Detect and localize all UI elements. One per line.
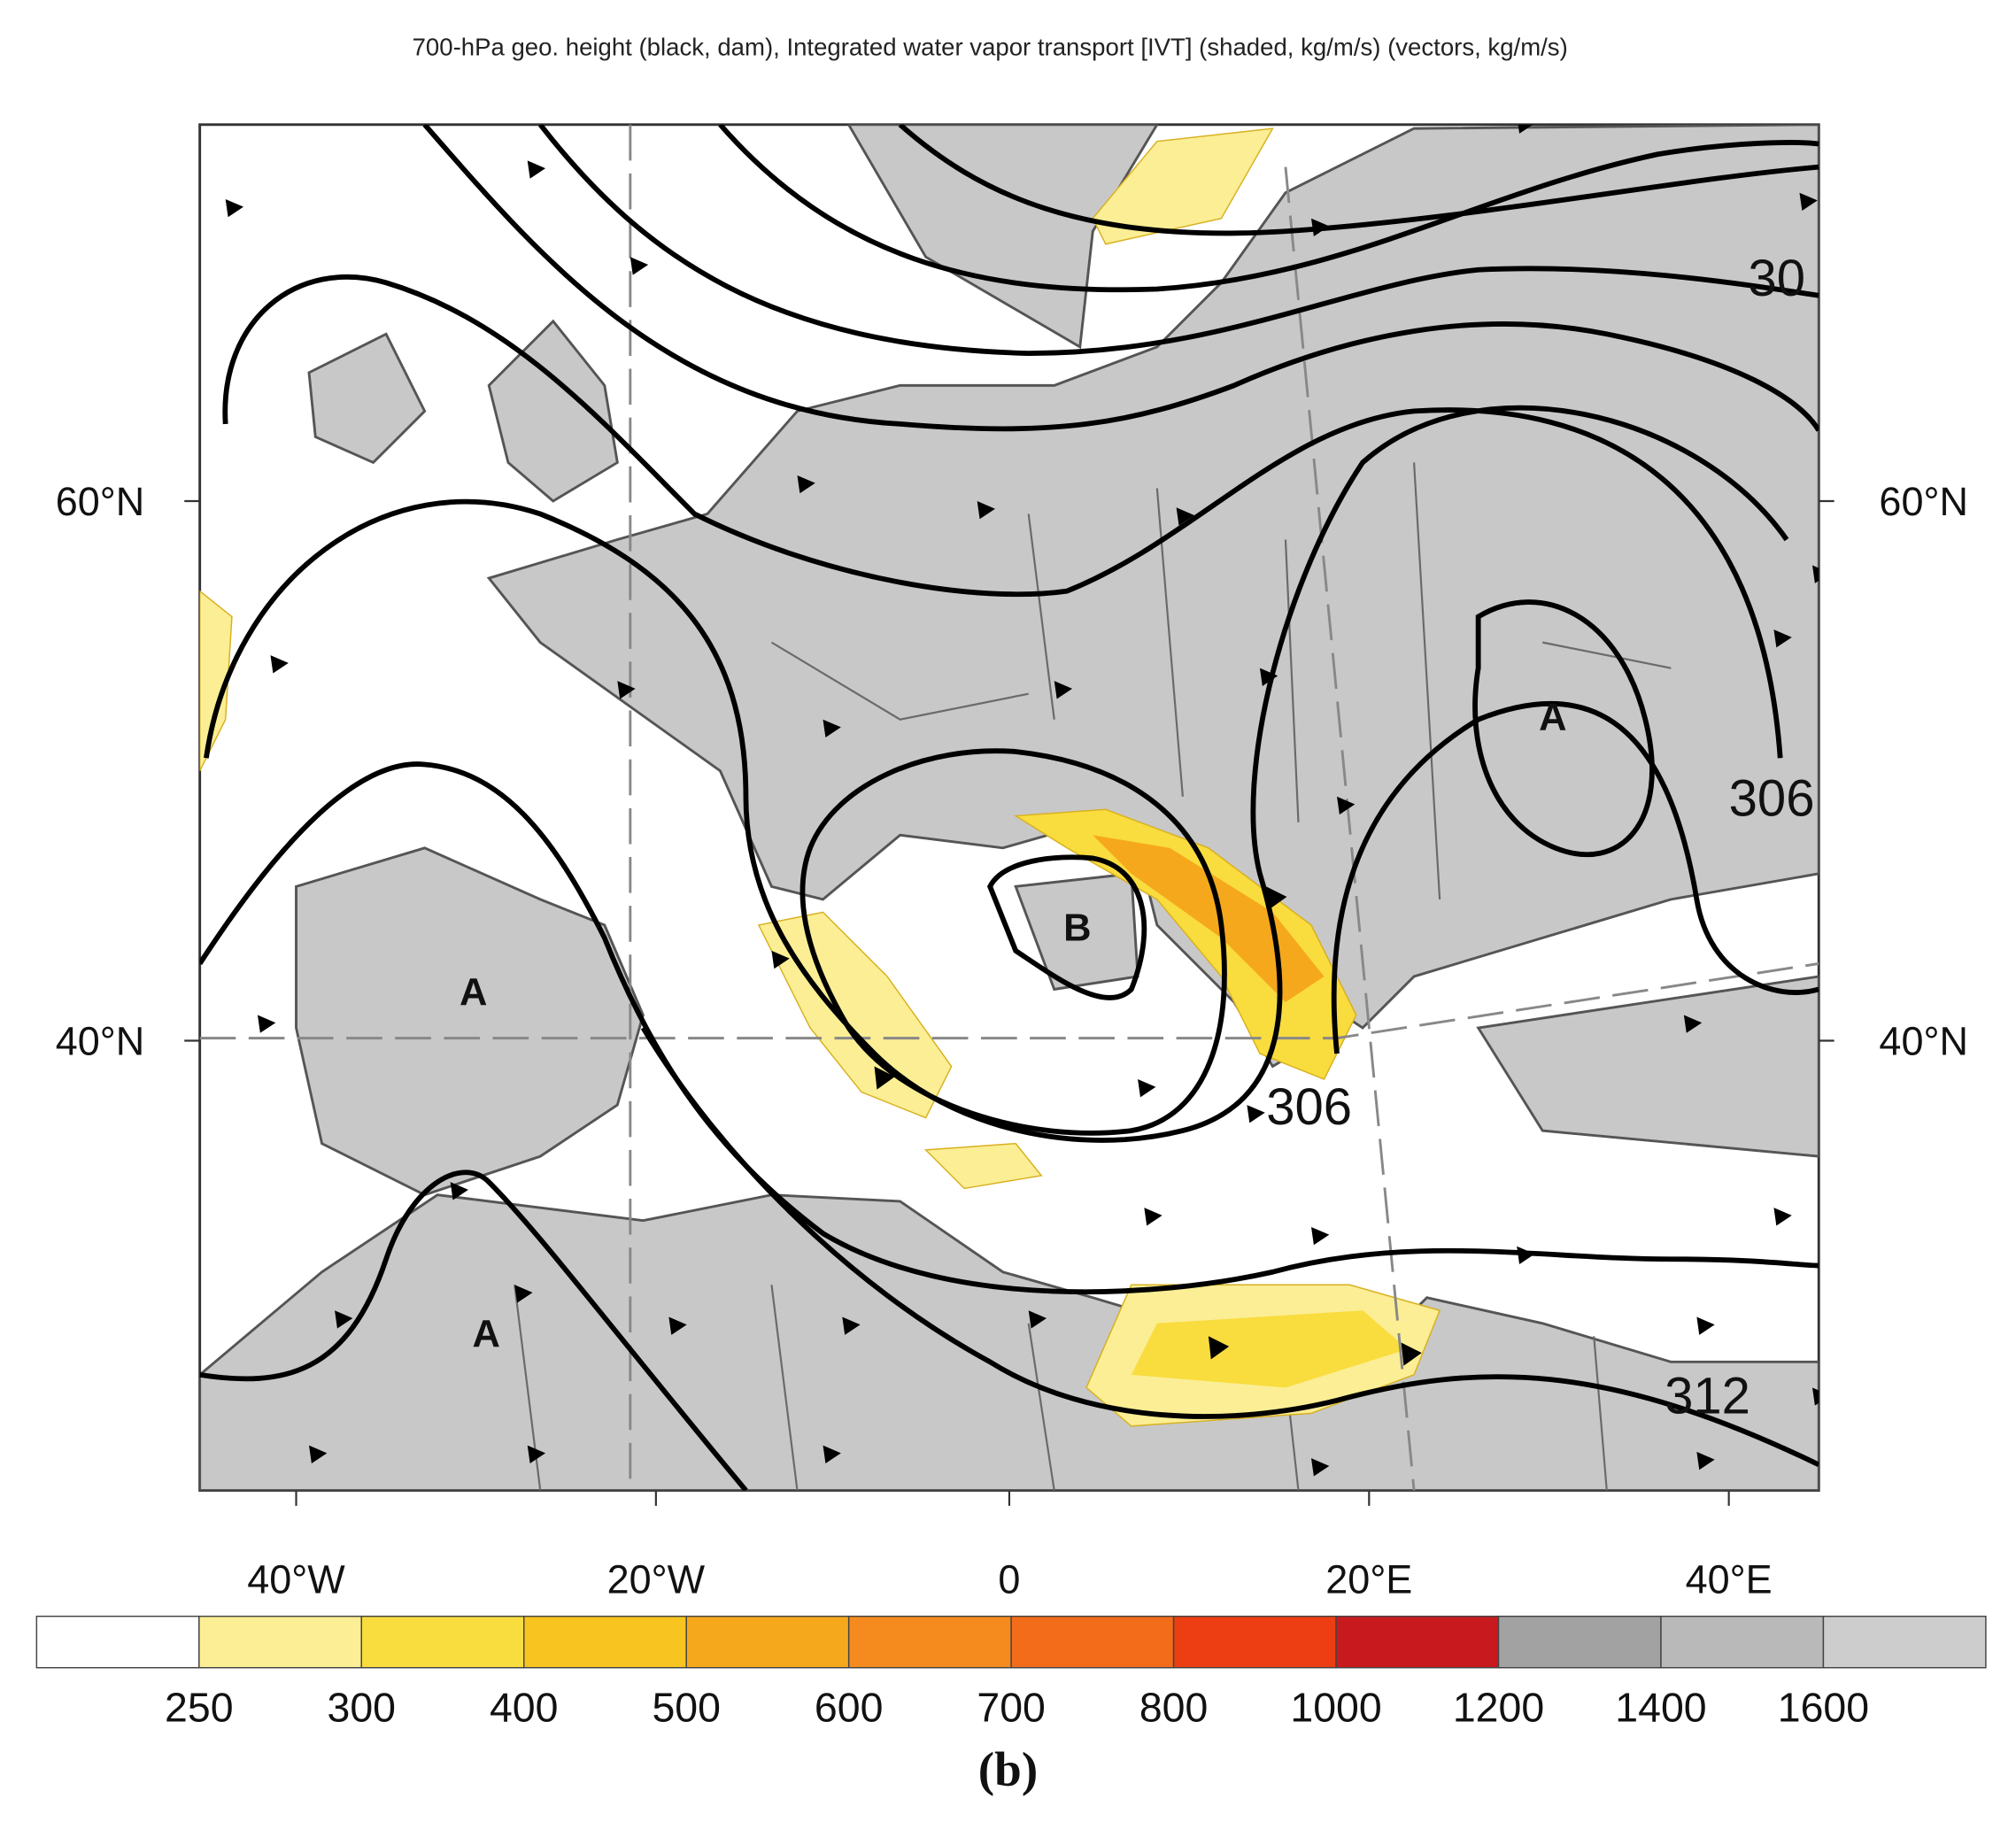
contour <box>898 124 1819 236</box>
land-britain <box>487 319 619 503</box>
ivt-area <box>199 590 233 772</box>
contour <box>199 1170 748 1491</box>
contour <box>222 274 1783 759</box>
contour <box>640 1026 1819 1468</box>
ivt-area <box>1092 127 1274 245</box>
land-anatolia <box>1476 975 1819 1158</box>
contour <box>1472 599 1655 858</box>
contour <box>718 124 1819 293</box>
land-ireland <box>307 332 427 465</box>
colorbar-swatch <box>1010 1615 1175 1669</box>
lat-label: 60°N <box>56 479 144 524</box>
contour <box>422 124 1819 432</box>
map: 30 306 306 312 A B A A <box>184 123 1834 1506</box>
pressure-center: B <box>1063 907 1091 949</box>
colorbar-tick-label: 1600 <box>1778 1685 1869 1731</box>
colorbar-tick-label: 300 <box>328 1685 396 1731</box>
lon-label: 20°E <box>1325 1557 1412 1602</box>
ivt-area <box>1013 808 1357 1080</box>
colorbar-swatch <box>360 1615 525 1669</box>
colorbar: 250 300 400 500 600 700 800 1000 1200 1400 1600 <box>35 1615 1987 1731</box>
ivt-area <box>1093 835 1325 1002</box>
pressure-center: A <box>460 971 487 1014</box>
ivt-shading <box>199 127 1441 1427</box>
contour-label: 306 <box>1729 770 1815 828</box>
colorbar-swatch <box>1660 1615 1825 1669</box>
ivt-area <box>1131 1310 1408 1388</box>
contour <box>204 405 1789 1143</box>
colorbar-swatch <box>35 1615 200 1669</box>
colorbar-swatch <box>1822 1615 1987 1669</box>
borders <box>514 462 1672 1491</box>
lon-label: 40°E <box>1686 1557 1773 1602</box>
contour-label: 306 <box>1266 1078 1352 1136</box>
contour <box>987 854 1147 1000</box>
pressure-center: A <box>1539 696 1566 738</box>
colorbar-tick-label: 1400 <box>1615 1685 1706 1731</box>
ivt-area <box>923 1142 1043 1190</box>
map-title: 700-hPa geo. height (black, dam), Integr… <box>413 33 1568 60</box>
contour <box>537 124 1819 356</box>
colorbar-swatch <box>1335 1615 1500 1669</box>
frame-ticks <box>184 499 1834 1506</box>
lat-label: 40°N <box>1879 1018 1967 1063</box>
colorbar-tick-label: 700 <box>977 1685 1045 1731</box>
colorbar-swatch <box>1497 1615 1662 1669</box>
contour <box>1331 701 1819 1054</box>
contour-label: 30 <box>1748 250 1805 307</box>
colorbar-swatch <box>685 1615 850 1669</box>
caption: (b) <box>978 1742 1038 1796</box>
pressure-center: A <box>473 1313 500 1355</box>
colorbar-tick-label: 1200 <box>1453 1685 1544 1731</box>
contour-label: 312 <box>1665 1367 1750 1424</box>
colorbar-swatch <box>1172 1615 1337 1669</box>
colorbar-swatch <box>198 1615 363 1669</box>
colorbar-tick-label: 1000 <box>1290 1685 1381 1731</box>
lon-label: 20°W <box>607 1557 706 1602</box>
lat-label: 40°N <box>56 1018 144 1063</box>
tick <box>184 499 1834 1506</box>
contour <box>199 761 1819 1295</box>
contours <box>199 124 1819 1491</box>
colorbar-tick-label: 400 <box>490 1685 558 1731</box>
lat-label: 60°N <box>1879 479 1967 524</box>
colorbar-tick-label: 250 <box>165 1685 233 1731</box>
colorbar-tick-label: 600 <box>815 1685 883 1731</box>
land-europe <box>486 124 1819 1030</box>
lon-label: 40°W <box>247 1557 345 1602</box>
colorbar-tick-label: 800 <box>1139 1685 1208 1731</box>
colorbar-swatch <box>523 1615 687 1669</box>
lon-label: 0 <box>998 1557 1020 1602</box>
colorbar-swatch <box>847 1615 1012 1669</box>
colorbar-tick-label: 500 <box>652 1685 720 1731</box>
contour <box>799 748 1227 1136</box>
land-iberia <box>295 846 645 1197</box>
